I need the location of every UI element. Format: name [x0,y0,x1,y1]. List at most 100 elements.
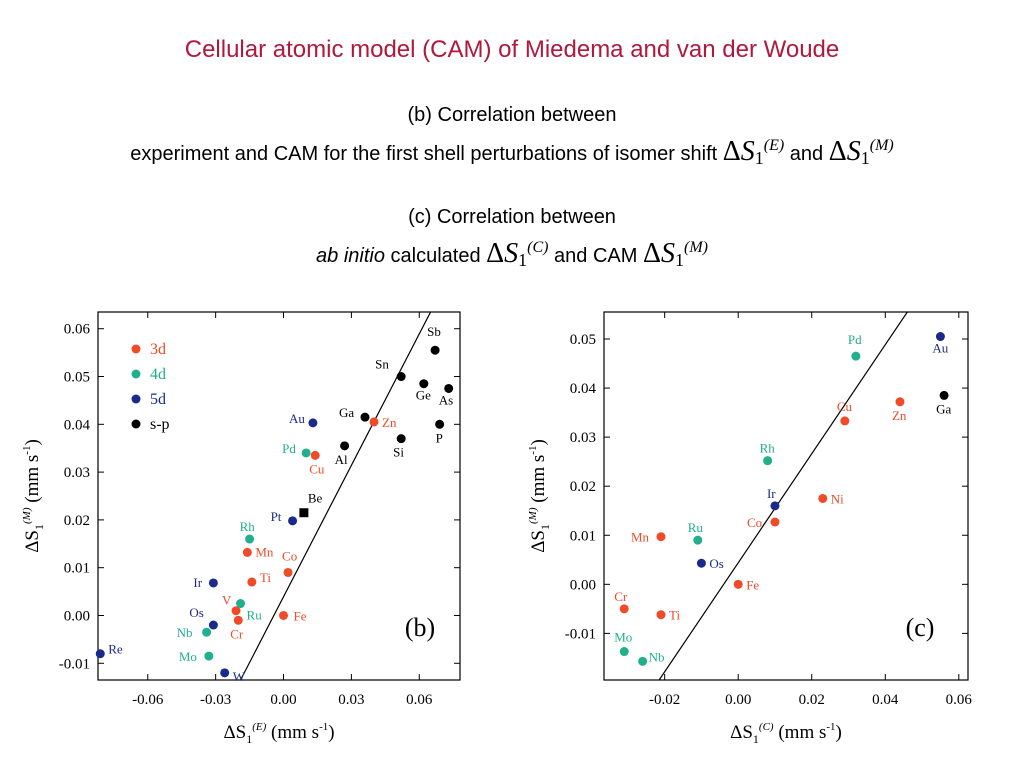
point-co-b [283,567,293,577]
point-label-sn-b: Sn [375,357,389,372]
point-cr-c [619,604,629,614]
point-ru-b [236,599,246,609]
x-tick-label-b: -0.06 [132,692,164,708]
point-label-w-b: W [233,669,246,684]
point-label-ru-b: Ru [247,608,263,623]
point-label-os-c: Os [709,556,723,571]
point-fe-b [279,610,289,620]
point-os-b [208,620,218,630]
point-cu-b [310,450,320,460]
point-label-nb-c: Nb [649,649,665,664]
point-label-v-b: V [222,593,232,608]
point-label-ir-b: Ir [193,575,202,590]
point-label-cu-c: Cu [837,399,853,414]
b-description: experiment and CAM for the first shell p… [0,136,1024,169]
y-tick-label-c: 0.02 [570,479,596,495]
point-al-b [340,441,350,451]
y-tick-label-b: 0.03 [64,465,90,481]
y-tick-label-c: 0.05 [570,332,596,348]
point-label-sb-b: Sb [427,324,441,339]
b-text: experiment and CAM for the first shell p… [130,143,718,165]
point-as-b [444,383,454,393]
point-label-ir-c: Ir [767,486,776,501]
point-ga-c [939,390,949,400]
x-axis-label-b: ΔS1(E) (mm s-1) [223,721,334,746]
symbol-ds1-m: ΔS1(M) [828,136,894,168]
point-label-ga-b: Ga [339,405,354,420]
c-text1: calculated [390,245,481,267]
x-tick-label-c: 0.00 [725,692,751,708]
point-label-mo-c: Mo [614,630,632,645]
point-ni-c [818,493,828,503]
x-tick-label-c: -0.02 [649,692,680,708]
x-tick-label-b: -0.03 [200,692,231,708]
point-label-ti-c: Ti [669,608,680,623]
x-tick-label-c: 0.02 [799,692,825,708]
point-pd-c [851,351,861,361]
y-tick-label-b: 0.00 [64,608,90,624]
point-p-b [435,419,445,429]
point-fe-c [733,579,743,589]
symbol-ds1-e: ΔS1(E) [722,136,785,168]
c-italic: ab initio [316,245,385,267]
point-label-zn-c: Zn [892,408,907,423]
point-re-b [95,649,105,659]
x-tick-label-b: 0.03 [338,692,364,708]
point-v-b [231,606,241,616]
x-tick-label-c: 0.06 [946,692,973,708]
point-label-pd-c: Pd [848,332,862,347]
y-axis-label-b: ΔS1(M) (mm s-1) [21,439,46,553]
point-rh-b [245,534,255,544]
point-co-c [770,517,780,527]
point-ti-b [247,577,257,587]
y-tick-label-c: 0.01 [570,528,596,544]
point-ir-c [770,501,780,511]
c-description: ab initio calculated ΔS1(C) and CAM ΔS1(… [0,238,1024,271]
y-tick-label-b: -0.01 [59,656,90,672]
point-zn-c [895,397,905,407]
x-tick-label-b: 0.06 [406,692,433,708]
legend-marker-4d [131,369,141,379]
point-label-co-c: Co [747,515,762,530]
point-label-al-b: Al [335,452,348,467]
plot-frame-b [97,311,461,681]
point-label-fe-b: Fe [294,608,307,623]
point-label-co-b: Co [282,548,297,563]
point-au-c [935,332,945,342]
x-tick-label-b: 0.00 [270,692,296,708]
point-w-b [220,668,230,678]
legend-label-5d: 5d [150,391,166,408]
point-cu-c [840,416,850,426]
point-label-as-b: As [439,392,453,407]
x-axis-label-c: ΔS1(C) (mm s-1) [730,721,842,746]
point-label-be-b: Be [308,491,323,506]
point-pd-b [301,448,311,458]
y-tick-label-b: 0.04 [64,417,91,433]
point-si-b [396,434,406,444]
and-word: and [789,143,824,165]
point-au-b [308,418,318,428]
point-label-pt-b: Pt [271,509,282,524]
point-mo-c [619,647,629,657]
legend-label-s-p: s-p [150,416,170,433]
point-ir-b [208,578,218,588]
b-heading: (b) Correlation between [407,104,617,126]
point-ti-c [656,610,666,620]
point-label-ge-b: Ge [416,388,431,403]
y-tick-label-b: 0.06 [64,322,91,338]
point-label-ni-c: Ni [831,491,844,506]
point-zn-b [369,417,379,427]
point-label-rh-c: Rh [760,441,776,456]
legend-marker-s-p [131,419,141,429]
point-label-os-b: Os [189,605,203,620]
point-mn-b [242,547,252,557]
point-label-si-b: Si [393,445,404,460]
point-label-rh-b: Rh [240,519,256,534]
point-pt-b [288,516,298,526]
y-tick-label-b: 0.02 [64,513,90,529]
y-tick-label-b: 0.01 [64,561,90,577]
c-heading: (c) Correlation between [408,206,616,228]
legend-marker-3d [131,344,141,354]
point-rh-c [763,456,773,466]
point-label-ru-c: Ru [688,520,704,535]
